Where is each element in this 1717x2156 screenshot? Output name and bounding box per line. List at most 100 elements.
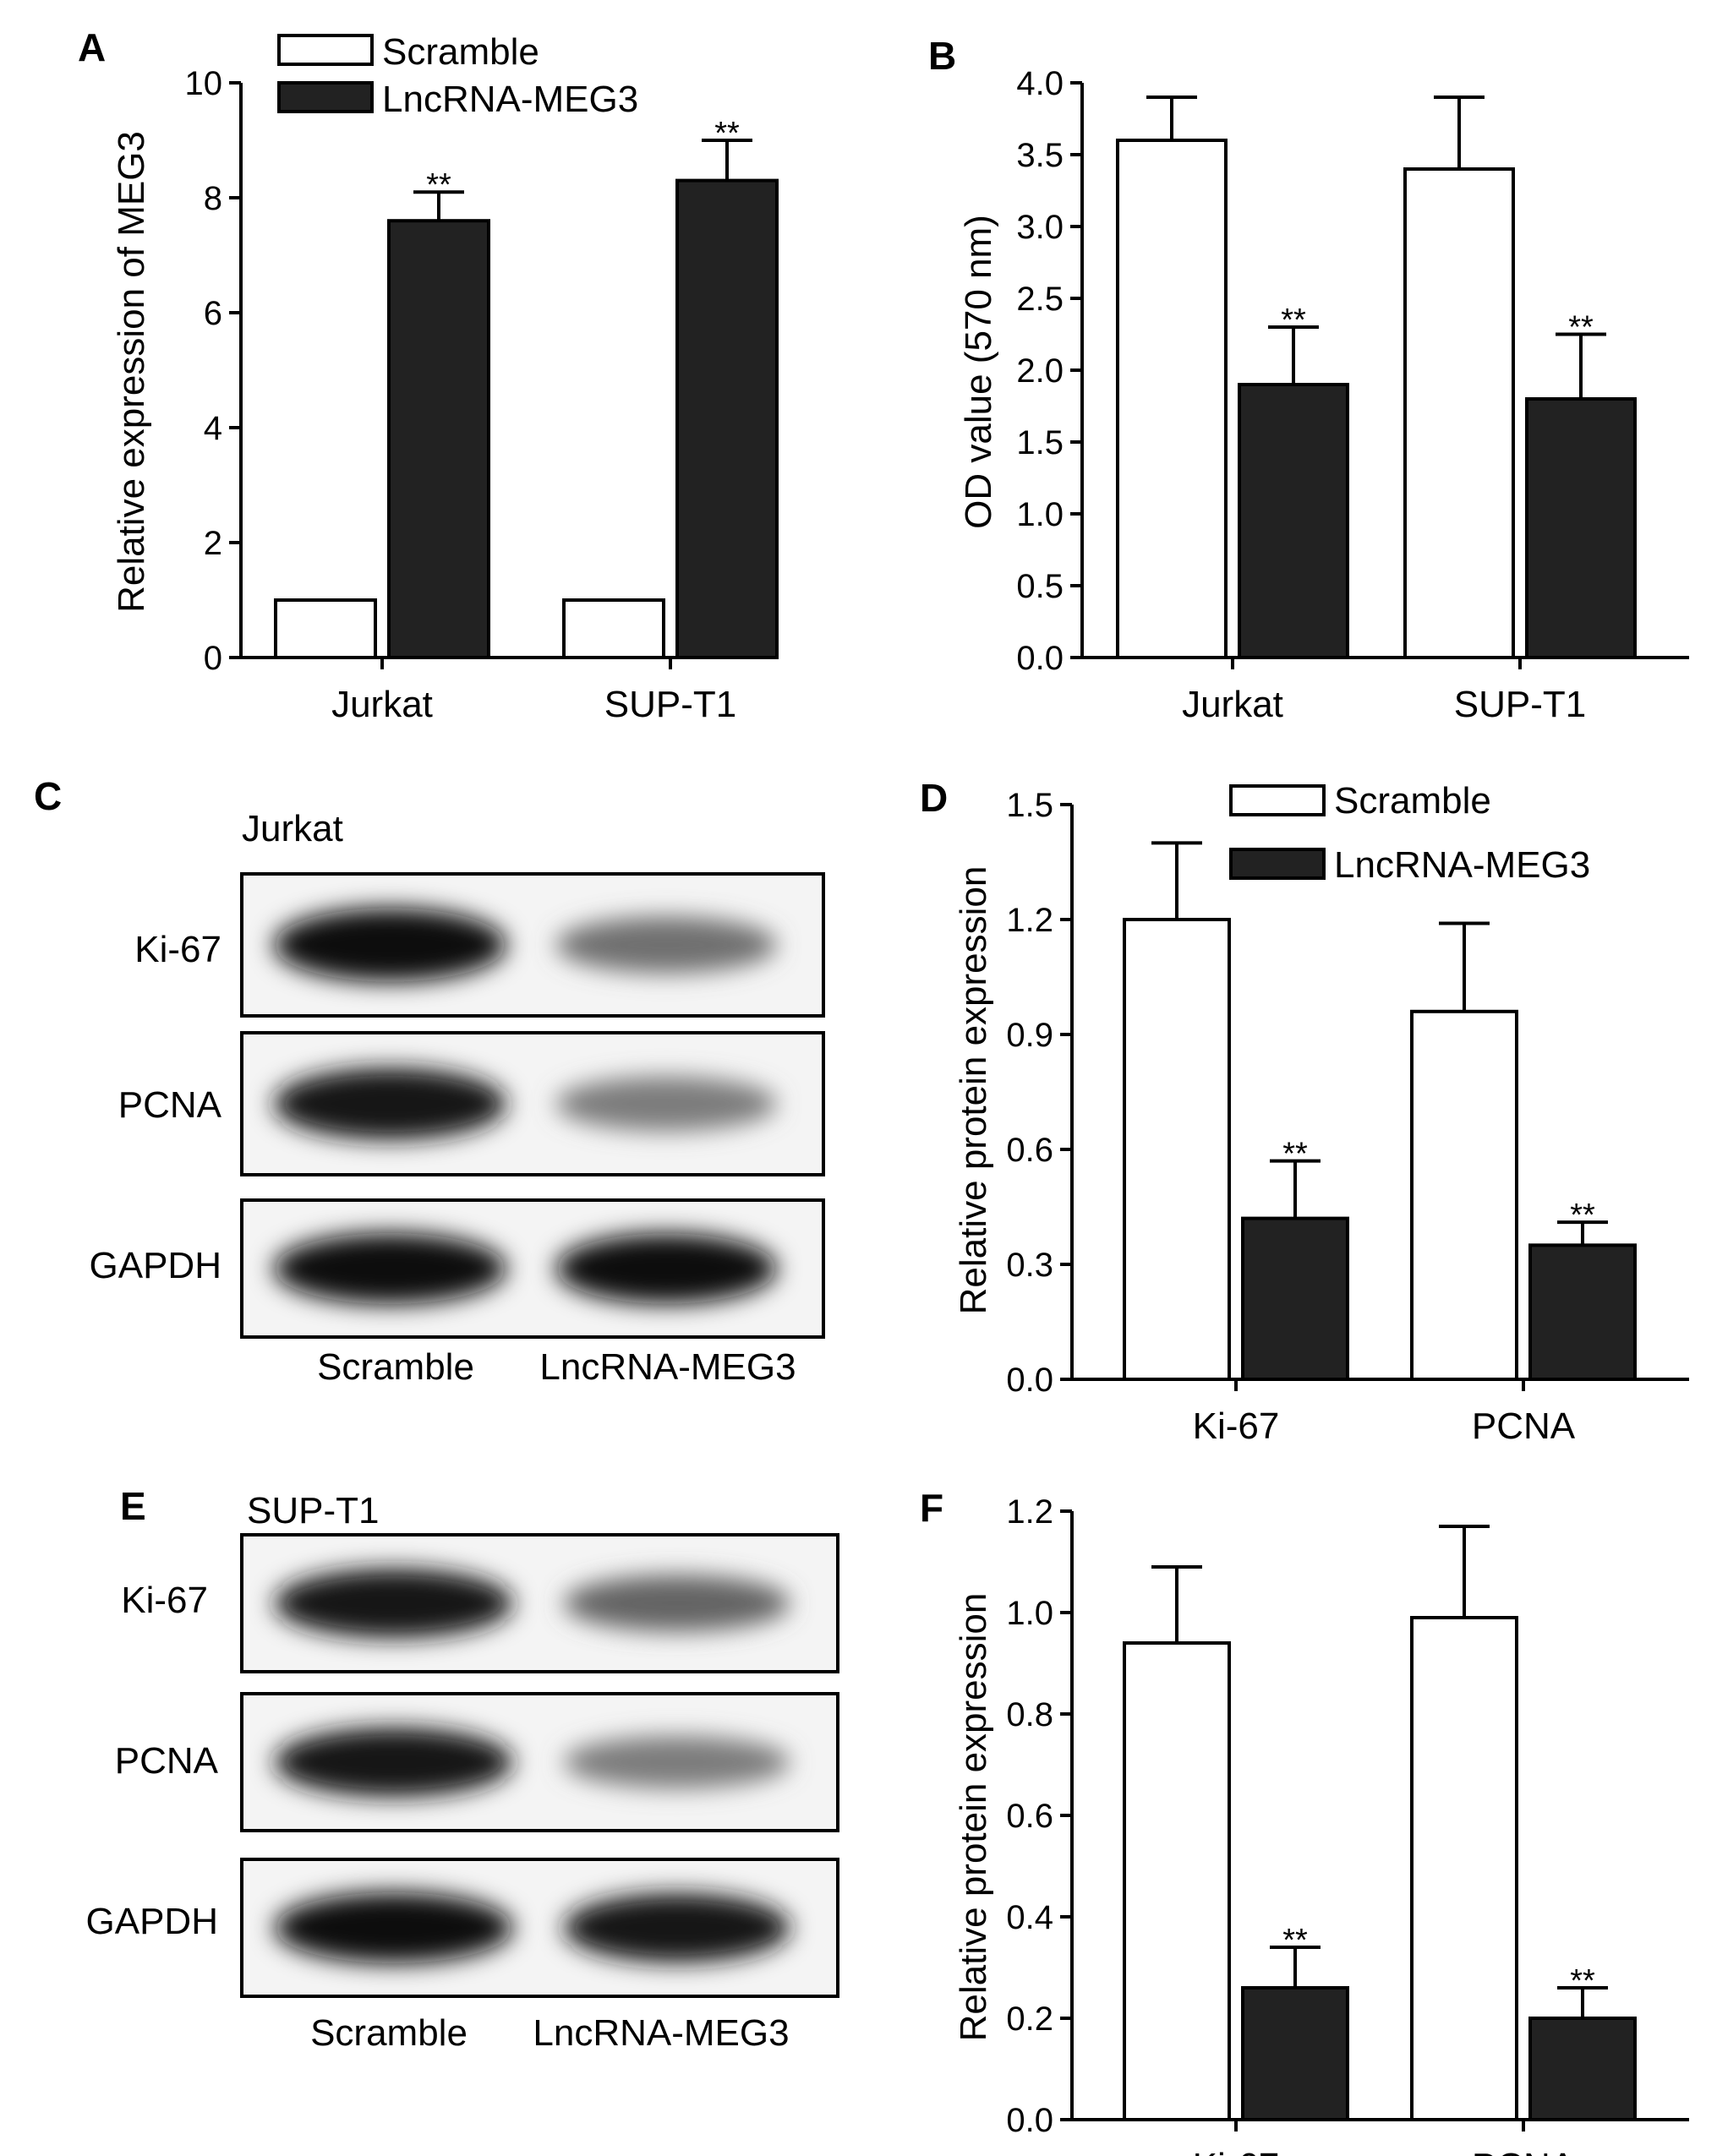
bar [1241, 1216, 1349, 1381]
blot-c-bands [240, 872, 825, 1339]
bar [1123, 1641, 1231, 2121]
bar [1116, 139, 1228, 659]
bar [1403, 167, 1515, 659]
bar [1528, 2017, 1637, 2121]
blot-band [273, 908, 507, 982]
significance-label: ** [714, 116, 740, 151]
chart-d-legend: Scramble LncRNA-MEG3 [1229, 780, 1590, 886]
y-tick-label: 0.9 [1006, 1017, 1053, 1054]
bar [675, 178, 779, 660]
category-label: PCNA [1472, 1405, 1576, 1447]
blot-band [555, 1076, 777, 1132]
blot-band [563, 1892, 790, 1963]
blot-e-row-pcna: PCNA [115, 1740, 219, 1782]
y-tick-label: 1.0 [1016, 496, 1064, 533]
chart-d-plot: 0.0 0.3 0.6 0.9 1.2 1.5 ** ** Ki-67 PCNA [1006, 787, 1689, 1447]
chart-a-ylabel: Relative expression of MEG3 [111, 131, 152, 613]
blot-e-lane-meg3: LncRNA-MEG3 [533, 2012, 789, 2054]
blot-c-row-ki67: Ki-67 [134, 929, 221, 970]
legend-a-swatch-scramble [277, 34, 374, 66]
legend-d-label-meg3: LncRNA-MEG3 [1334, 844, 1590, 886]
y-tick-label: 0.0 [1016, 640, 1064, 677]
y-tick-label: 2.5 [1016, 281, 1064, 318]
y-tick-label: 2.0 [1016, 352, 1064, 390]
y-tick-label: 8 [204, 180, 222, 217]
significance-label: ** [1570, 1198, 1595, 1233]
blot-e-row-gapdh: GAPDH [86, 1901, 218, 1942]
legend-d-swatch-scramble [1229, 784, 1326, 816]
bar [1525, 397, 1637, 659]
y-tick-label: 4 [204, 410, 222, 447]
y-tick-label: 1.2 [1006, 902, 1053, 939]
chart-f-plot: 0.0 0.2 0.4 0.6 0.8 1.0 1.2 ** ** Ki-67 PCNA [1006, 1493, 1689, 2156]
chart-b-ylabel: OD value (570 nm) [958, 215, 999, 529]
y-tick-label: 1.2 [1006, 1493, 1053, 1531]
y-tick-label: 0 [204, 640, 222, 677]
category-label: SUP-T1 [1454, 684, 1586, 725]
blot-band [555, 1233, 777, 1304]
chart-b: 0.0 0.5 1.0 1.5 2.0 2.5 3.0 3.5 4.0 ** ** Jurkat SUP… [958, 65, 1689, 725]
blot-c-row-pcna: PCNA [118, 1084, 222, 1126]
significance-label: ** [1282, 1923, 1308, 1958]
blot-e-lane-scramble: Scramble [310, 2012, 468, 2054]
blot-band [274, 1568, 513, 1639]
panel-label-f: F [920, 1486, 943, 1530]
blot-c: Jurkat Ki-67 PCNA GAPDH Scramble LncRNA-… [90, 808, 825, 1388]
y-tick-label: 0.2 [1006, 2000, 1053, 2038]
legend-a-label-meg3: LncRNA-MEG3 [382, 79, 638, 120]
y-tick-label: 0.4 [1006, 1899, 1053, 1936]
y-tick-label: 4.0 [1016, 65, 1064, 102]
chart-b-plot: 0.0 0.5 1.0 1.5 2.0 2.5 3.0 3.5 4.0 ** ** Jurkat SUP… [1016, 65, 1689, 725]
blot-band [273, 1067, 507, 1140]
chart-f: 0.0 0.2 0.4 0.6 0.8 1.0 1.2 ** ** Ki-67 PCNA Relat… [953, 1493, 1689, 2156]
y-tick-label: 2 [204, 525, 222, 562]
category-label: Ki-67 [1193, 2146, 1280, 2156]
legend-a-label-scramble: Scramble [382, 31, 539, 73]
legend-d-swatch-meg3 [1229, 848, 1326, 880]
y-tick-label: 0.6 [1006, 1132, 1053, 1169]
y-tick-label: 0.0 [1006, 1362, 1053, 1399]
bar [274, 598, 377, 659]
blot-c-lane-scramble: Scramble [317, 1346, 474, 1388]
panel-label-d: D [920, 776, 948, 820]
y-tick-label: 0.0 [1006, 2102, 1053, 2139]
chart-d-ylabel: Relative protein expression [953, 866, 994, 1315]
significance-label: ** [426, 167, 451, 203]
y-tick-label: 1.0 [1006, 1595, 1053, 1632]
y-tick-label: 3.5 [1016, 137, 1064, 174]
legend-d-label-scramble: Scramble [1334, 780, 1491, 821]
blot-c-lane-meg3: LncRNA-MEG3 [539, 1346, 796, 1388]
category-label: PCNA [1472, 2146, 1576, 2156]
blot-e-cell-line: SUP-T1 [247, 1490, 379, 1531]
y-tick-label: 0.3 [1006, 1247, 1053, 1284]
panel-label-e: E [120, 1484, 146, 1528]
panel-label-a: A [78, 25, 106, 69]
y-tick-label: 0.5 [1016, 568, 1064, 605]
y-tick-label: 1.5 [1006, 787, 1053, 824]
blot-e: SUP-T1 Ki-67 PCNA GAPDH Scramble LncRNA-… [86, 1490, 839, 2054]
blot-c-row-gapdh: GAPDH [90, 1245, 221, 1286]
blot-e-row-ki67: Ki-67 [121, 1580, 208, 1621]
y-tick-label: 10 [185, 65, 223, 102]
panel-label-b: B [928, 34, 956, 78]
chart-a-legend: Scramble LncRNA-MEG3 [277, 31, 638, 120]
blot-band [563, 1575, 790, 1632]
y-tick-label: 0.6 [1006, 1798, 1053, 1835]
bar [1238, 383, 1349, 659]
bar [1410, 1009, 1518, 1382]
y-tick-label: 0.8 [1006, 1696, 1053, 1733]
chart-a-plot: 0 2 4 6 8 10 ** ** Jurkat SUP-T1 [185, 65, 779, 725]
panel-label-c: C [34, 774, 62, 818]
significance-label: ** [1282, 1137, 1308, 1172]
blot-c-cell-line: Jurkat [242, 808, 343, 849]
category-label: Jurkat [1182, 684, 1283, 725]
blot-band [274, 1727, 513, 1798]
significance-label: ** [1570, 1963, 1595, 1999]
blot-band [555, 916, 777, 974]
y-tick-label: 1.5 [1016, 424, 1064, 461]
blot-band [563, 1735, 790, 1789]
blot-band [274, 1891, 513, 1964]
bar [1241, 1986, 1349, 2121]
chart-f-ylabel: Relative protein expression [953, 1593, 994, 2042]
